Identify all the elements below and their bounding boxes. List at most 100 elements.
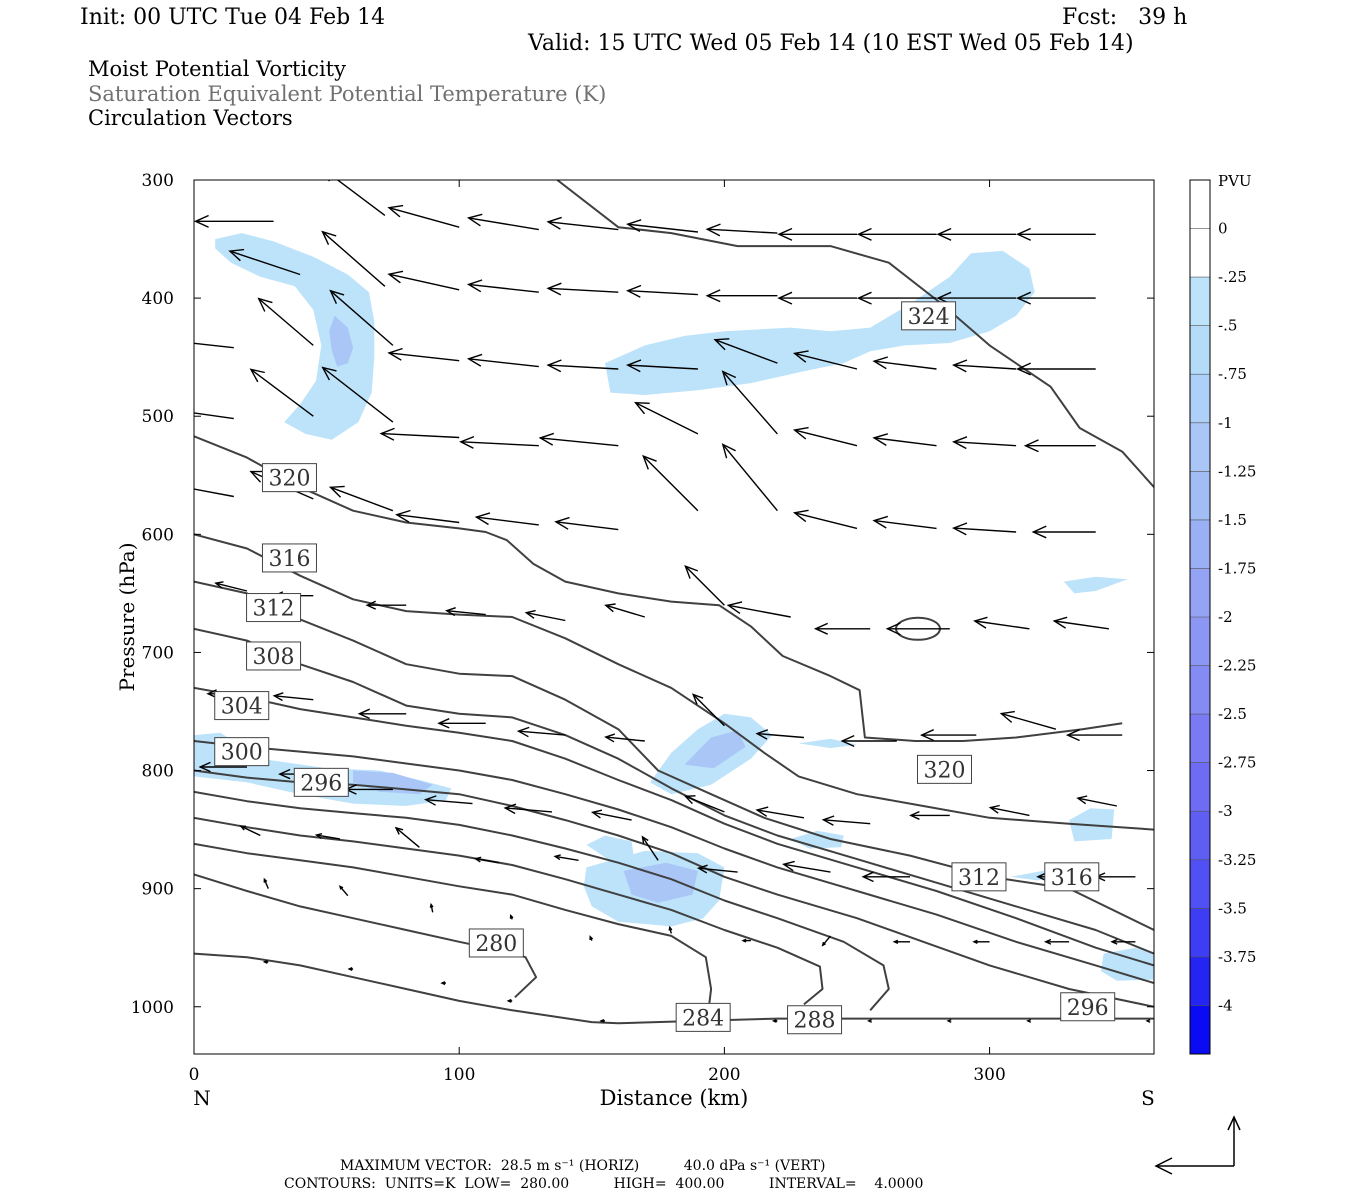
vector-head [1036, 873, 1046, 881]
colorbar-swatch [1190, 422, 1210, 472]
vector-head [952, 436, 968, 450]
y-tick-label: 900 [142, 880, 174, 900]
vector-head [952, 522, 968, 536]
vector-head [599, 1018, 605, 1023]
circulation-vector [553, 854, 579, 861]
contour-label-box [1060, 992, 1116, 1022]
circulation-vector [1031, 525, 1096, 539]
circulation-vector [599, 1018, 605, 1023]
circulation-vector [604, 603, 646, 618]
circulation-vector [821, 815, 871, 826]
contour-label: 324 [901, 301, 957, 331]
circulation-vector [524, 609, 566, 622]
vector-head [554, 516, 570, 530]
circulation-vector [387, 204, 460, 228]
vector-head [194, 214, 209, 228]
circulation-vector [633, 401, 699, 435]
circulation-vector [683, 795, 725, 813]
circulation-vector [546, 282, 619, 296]
field-title-thetae: Saturation Equivalent Potential Temperat… [88, 82, 607, 106]
vector-head [249, 368, 265, 383]
vector-head [952, 359, 968, 373]
contour-label-text: 288 [794, 1009, 836, 1034]
vector-head [249, 470, 266, 483]
colorbar-label: -3 [1218, 802, 1233, 820]
vector-shaft [953, 364, 1017, 370]
vector-head [1015, 227, 1031, 241]
vector-head [347, 966, 353, 971]
contour-label: 316 [261, 543, 317, 573]
circulation-vector [872, 433, 937, 447]
vector-shaft [635, 402, 699, 435]
vector-head [365, 600, 376, 610]
circulation-vector [952, 436, 1017, 450]
contour-label-text: 320 [268, 467, 310, 492]
vector-head [1076, 795, 1088, 805]
vector-shaft [396, 514, 460, 524]
circulation-vector [474, 512, 539, 526]
vector-shaft [330, 290, 394, 346]
circulation-vector [395, 509, 460, 524]
colorbar-label: -1.25 [1218, 462, 1256, 480]
vector-shaft [336, 180, 386, 216]
circulation-vector [466, 279, 539, 293]
vector-shaft [505, 807, 553, 813]
circulation-vector [777, 291, 857, 305]
circulation-vector [198, 761, 247, 773]
contour-label: 312 [951, 862, 1007, 892]
circulation-vector [861, 871, 910, 883]
contour-label-box [261, 543, 317, 573]
x-tick-label: 300 [973, 1065, 1005, 1085]
pv-region [215, 233, 375, 440]
circulation-vector [328, 485, 394, 512]
pv-shading-layer [194, 233, 1154, 981]
circulation-vector [1094, 872, 1136, 882]
theta-contour [194, 790, 890, 1011]
vector-shaft [874, 360, 937, 370]
vector-shaft [953, 441, 1017, 447]
vector-shaft [388, 352, 460, 362]
vector-shaft [215, 582, 248, 592]
vector-head [1065, 729, 1080, 742]
vector-head [726, 601, 743, 614]
vector-head [206, 689, 217, 699]
circulation-vector [249, 368, 314, 417]
circulation-vector [872, 356, 937, 370]
vector-head [813, 622, 828, 635]
contour-label-text: 300 [221, 741, 263, 766]
circulation-vector [365, 600, 407, 610]
contour-label: 320 [916, 754, 972, 784]
vector-shaft [555, 521, 619, 531]
vector-shaft [518, 730, 566, 736]
vector-shaft [274, 695, 314, 701]
circulation-vector [194, 412, 234, 420]
circulation-vector [755, 729, 804, 740]
circulation-vector [999, 710, 1057, 730]
forecast-hour: Fcst: 39 h [1062, 5, 1188, 30]
pv-region [623, 862, 698, 903]
circulation-vector [721, 370, 778, 435]
circulation-vector [116, 271, 194, 283]
contour-label-text: 312 [958, 866, 1000, 891]
vector-head [589, 935, 594, 941]
colorbar-label: -.75 [1218, 365, 1247, 383]
vector-shaft [684, 565, 725, 606]
circulation-vector [357, 708, 407, 720]
vector-shaft [240, 825, 261, 837]
vector-head [792, 509, 809, 523]
vector-shaft [339, 885, 349, 897]
vector-head [116, 211, 129, 223]
circulation-vector [272, 692, 314, 702]
circulation-vector [509, 913, 514, 920]
circulation-vector [466, 353, 539, 368]
vector-shaft [388, 207, 460, 228]
vector-head [546, 359, 562, 373]
vector-shaft [548, 364, 619, 370]
circulation-vector [516, 726, 566, 738]
vector-head [214, 581, 224, 589]
x-tick-label: 0 [189, 1065, 200, 1085]
vector-shaft [783, 863, 831, 873]
colorbar: PVU 0 -.25 -.5 -.75 -1 -1.25 -1.5 -1.75 -2 -2.25 -2… [1189, 172, 1256, 1055]
vector-layer [116, 180, 1151, 1023]
colorbar-swatch [1190, 908, 1210, 958]
